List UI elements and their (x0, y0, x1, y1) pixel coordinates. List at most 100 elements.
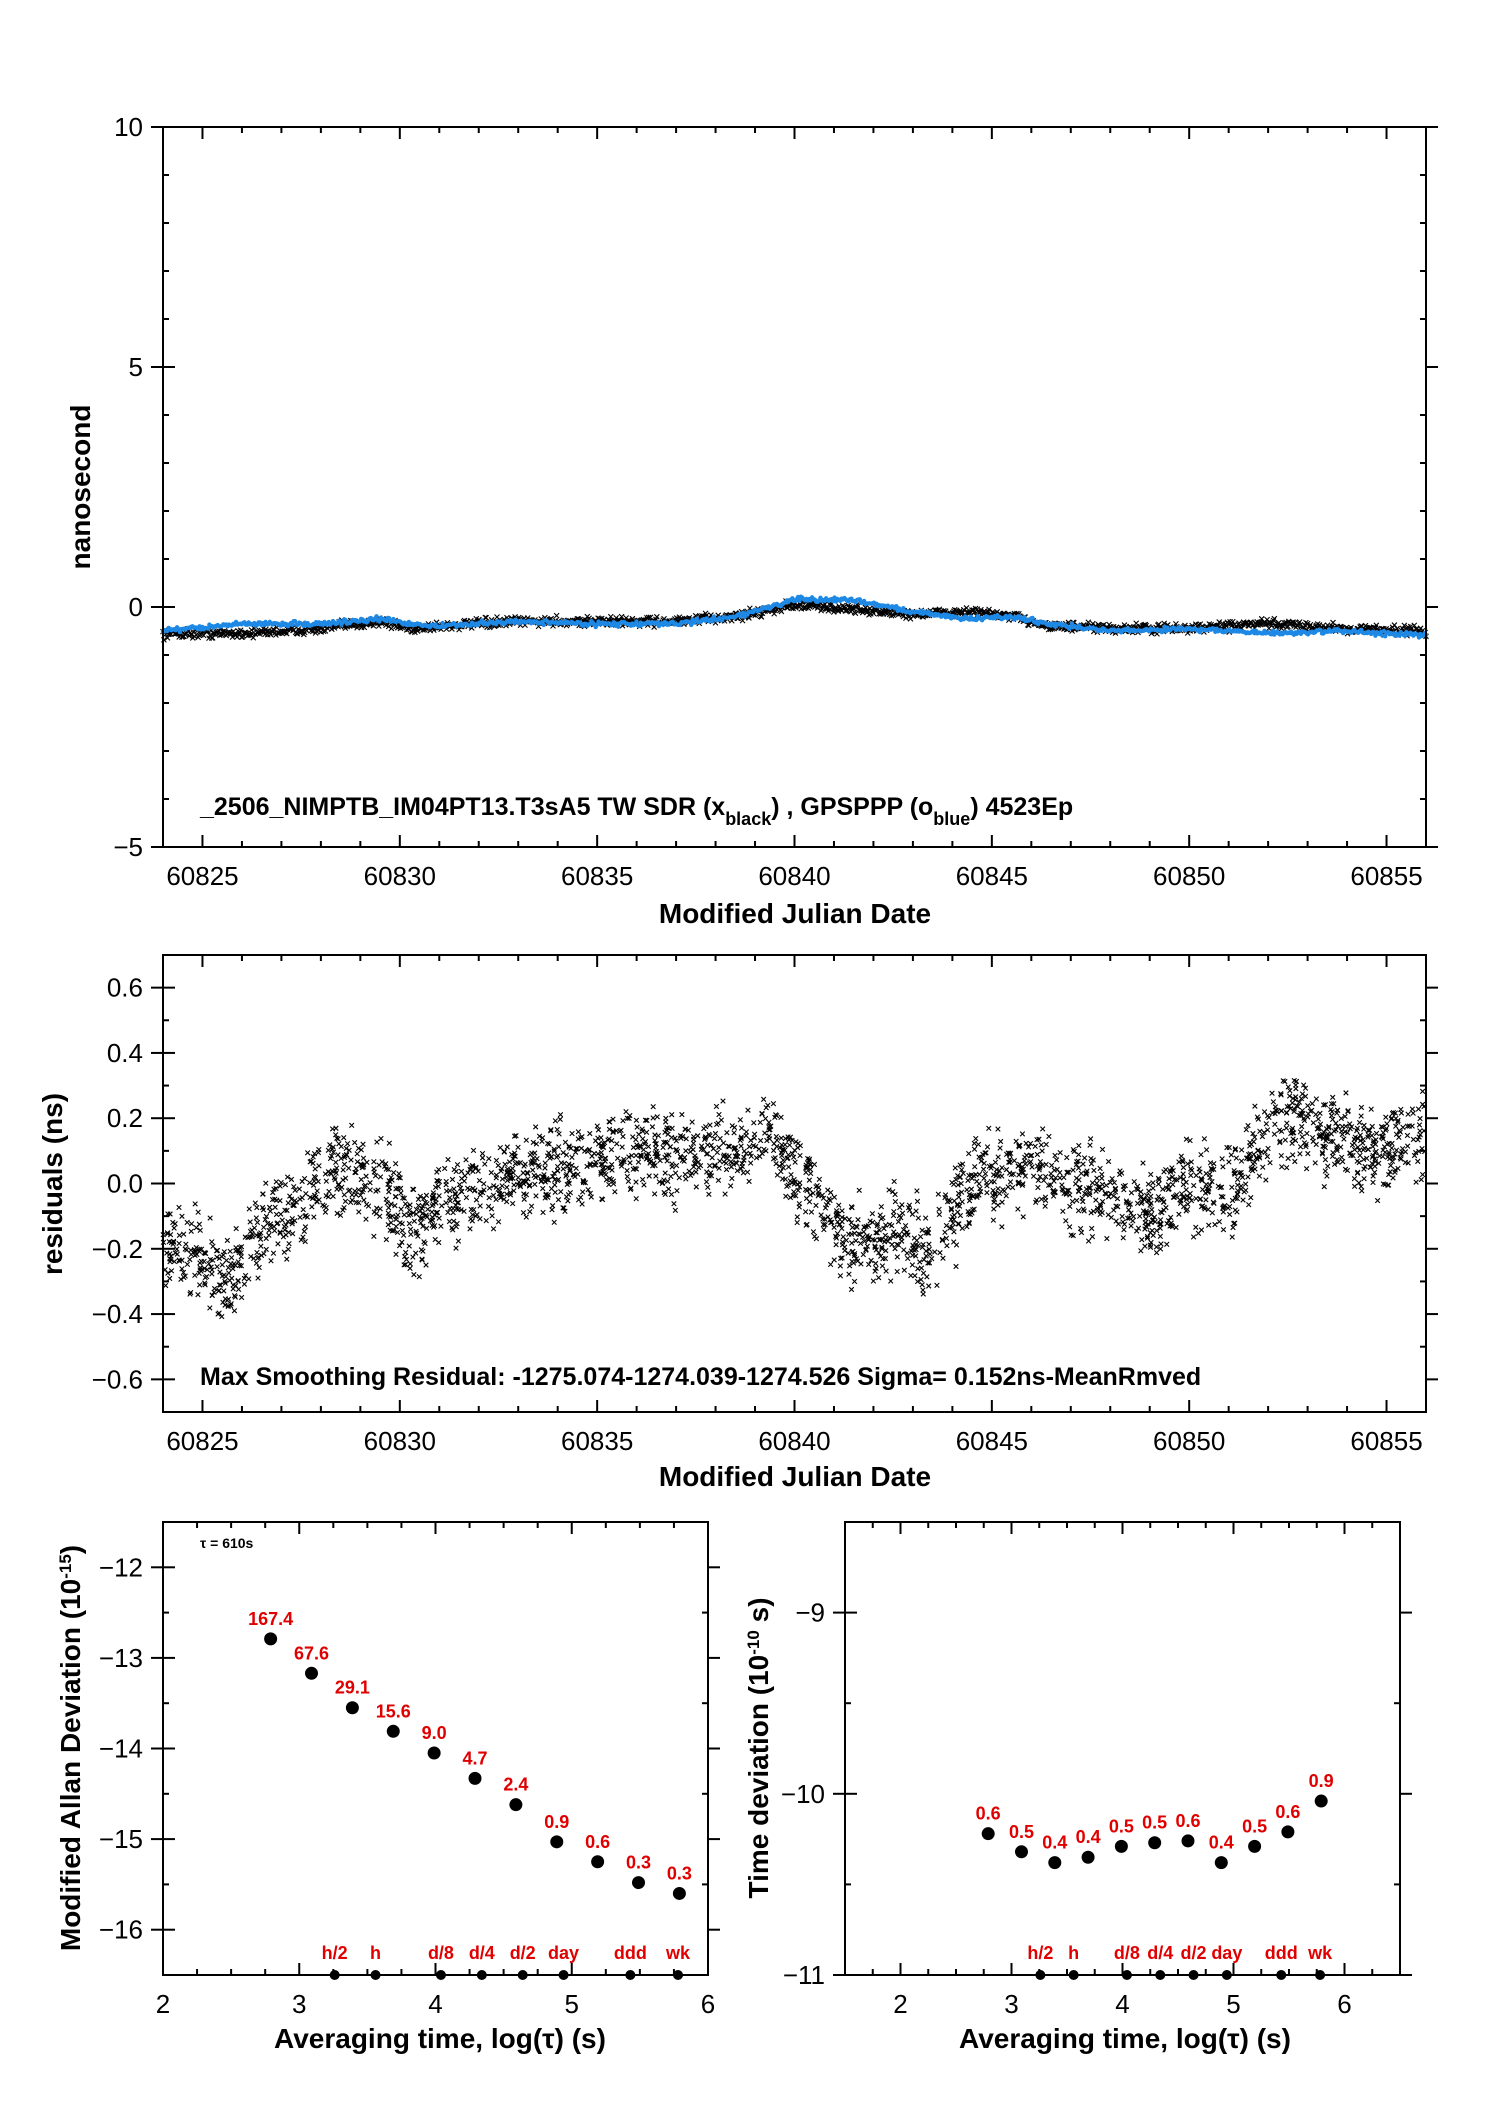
residual-point (712, 1130, 719, 1137)
residual-point (535, 1162, 542, 1168)
residual-point (874, 1221, 881, 1227)
residual-point (187, 1256, 193, 1263)
top-axes: 60825 60830 60835 60840 60845 60850 60855−5051… (113, 112, 1438, 891)
residual-point (1057, 1149, 1063, 1156)
residual-point (669, 1164, 675, 1170)
residual-point (1235, 1191, 1241, 1198)
residual-point (703, 1179, 710, 1185)
residual-point (1170, 1167, 1176, 1174)
residual-point (1374, 1197, 1381, 1204)
residual-point (1183, 1136, 1190, 1142)
residual-point (1339, 1123, 1346, 1130)
residual-point (196, 1282, 203, 1288)
residual-point (687, 1149, 694, 1155)
residual-point (402, 1253, 408, 1260)
residual-point (1165, 1182, 1172, 1188)
residual-point (245, 1234, 251, 1241)
residual-point (688, 1144, 694, 1151)
residual-point (587, 1162, 593, 1169)
residual-point (1099, 1175, 1105, 1181)
tw-sdr-point (870, 610, 877, 617)
residual-point (820, 1221, 827, 1228)
residual-point (766, 1119, 772, 1126)
residual-point (765, 1102, 771, 1108)
residual-point (920, 1241, 926, 1248)
residual-point (958, 1180, 964, 1187)
residual-point (948, 1207, 955, 1213)
residual-point (339, 1184, 345, 1190)
residual-point (332, 1132, 339, 1138)
residual-point (238, 1263, 245, 1269)
residual-point (461, 1178, 467, 1184)
residual-point (1351, 1183, 1358, 1190)
residual-point (1121, 1221, 1128, 1228)
residual-point (839, 1214, 845, 1220)
residual-point (463, 1194, 470, 1201)
residual-point (383, 1236, 390, 1243)
residual-point (264, 1220, 271, 1227)
residual-point (1067, 1203, 1073, 1210)
residual-point (578, 1145, 585, 1151)
residual-point (1023, 1140, 1029, 1146)
residual-point (620, 1118, 626, 1124)
residual-point (983, 1150, 989, 1156)
residual-point (312, 1166, 318, 1172)
residual-point (238, 1294, 245, 1301)
residual-point (756, 1146, 762, 1152)
residual-point (323, 1178, 330, 1184)
residual-point (530, 1167, 536, 1173)
top-x-tick-label: 60825 (166, 861, 238, 891)
residual-point (397, 1175, 403, 1181)
residual-point (759, 1111, 765, 1117)
residual-point (1039, 1148, 1045, 1154)
residual-point (618, 1160, 624, 1167)
residual-point (327, 1142, 333, 1148)
residual-point (179, 1213, 185, 1219)
residual-point (920, 1270, 927, 1276)
residual-point (268, 1258, 274, 1264)
residual-point (1285, 1155, 1291, 1162)
residual-point (846, 1263, 853, 1269)
residual-point (1398, 1156, 1404, 1162)
residual-point (1113, 1218, 1119, 1224)
top-annotation-prefix: _2506_NIMPTB_IM04PT13.T3sA5 TW SDR (x (199, 793, 725, 821)
residual-point (965, 1177, 971, 1184)
residual-point (1248, 1194, 1254, 1201)
residual-point (608, 1138, 615, 1144)
residual-point (1048, 1162, 1055, 1169)
residual-point (453, 1206, 460, 1212)
residual-point (168, 1268, 175, 1274)
residual-point (966, 1220, 972, 1227)
residual-point (1292, 1094, 1299, 1100)
residual-point (561, 1160, 568, 1167)
residual-point (734, 1167, 741, 1174)
residual-point (1277, 1138, 1283, 1145)
residual-point (704, 1169, 710, 1175)
residual-point (551, 1219, 557, 1226)
residual-point (1282, 1078, 1288, 1085)
residual-point (463, 1157, 469, 1163)
residual-point (287, 1193, 293, 1199)
tw-sdr-point (403, 627, 410, 633)
residual-point (1015, 1163, 1021, 1169)
residual-point (1088, 1161, 1095, 1167)
residual-point (1322, 1168, 1329, 1174)
residual-point (872, 1243, 878, 1249)
residual-point (914, 1278, 921, 1285)
residual-point (837, 1263, 844, 1269)
residual-point (224, 1237, 231, 1244)
residual-point (309, 1204, 315, 1210)
gpsppp-point (634, 619, 639, 624)
residual-point (833, 1241, 839, 1248)
residual-point (457, 1185, 464, 1191)
residual-point (1020, 1214, 1026, 1220)
residual-point (1078, 1170, 1084, 1177)
residual-point (876, 1227, 882, 1233)
residual-point (1299, 1107, 1306, 1114)
residual-point (1369, 1154, 1376, 1160)
residual-point (1164, 1241, 1170, 1247)
residual-point (1191, 1182, 1197, 1189)
residual-point (1083, 1171, 1089, 1177)
residual-point (227, 1248, 233, 1255)
residual-point (377, 1206, 383, 1212)
